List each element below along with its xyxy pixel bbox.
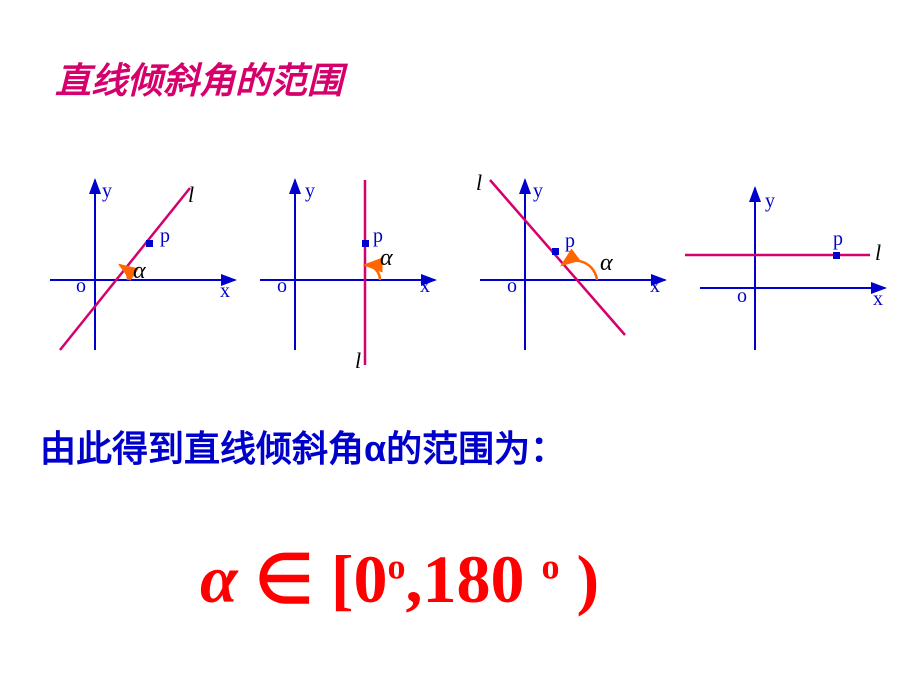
page-title: 直线倾斜角的范围 bbox=[55, 52, 343, 104]
formula-alpha: α bbox=[200, 541, 238, 617]
formula-in: ∈ bbox=[255, 541, 314, 617]
formula-deg1: o bbox=[388, 546, 406, 586]
p-label: p bbox=[833, 228, 843, 251]
formula-close: ) bbox=[577, 541, 600, 617]
y-label: y bbox=[765, 190, 775, 213]
y-label: y bbox=[102, 180, 112, 203]
origin-label: o bbox=[737, 285, 747, 308]
graph-obtuse: y x o l p α bbox=[470, 170, 680, 370]
x-label: x bbox=[650, 275, 660, 298]
subtitle-suffix: 的范围为： bbox=[386, 429, 566, 469]
l-label: l bbox=[875, 240, 881, 266]
x-label: x bbox=[873, 288, 883, 311]
x-label: x bbox=[220, 280, 230, 303]
graph-zero: y x o l p bbox=[685, 170, 895, 370]
x-label: x bbox=[420, 275, 430, 298]
l-label: l bbox=[188, 182, 194, 208]
graphs-row: y x o l p α y x o l bbox=[40, 170, 890, 380]
formula-open: [0 bbox=[331, 541, 388, 617]
graph-acute: y x o l p α bbox=[40, 170, 250, 370]
subtitle-alpha: α bbox=[364, 428, 386, 469]
alpha-label: α bbox=[133, 258, 146, 285]
graph-obtuse-svg bbox=[470, 170, 680, 370]
y-label: y bbox=[533, 180, 543, 203]
p-label: p bbox=[565, 230, 575, 253]
graph-right-svg bbox=[255, 170, 465, 370]
formula-comma: ,180 bbox=[406, 541, 525, 617]
p-label: p bbox=[160, 225, 170, 248]
alpha-label: α bbox=[380, 245, 393, 272]
origin-label: o bbox=[277, 275, 287, 298]
formula: α ∈ [0o,180 o ) bbox=[200, 540, 599, 619]
l-label: l bbox=[355, 348, 361, 374]
graph-right: y x o l p α bbox=[255, 170, 465, 370]
formula-deg2: o bbox=[542, 546, 560, 586]
y-label: y bbox=[305, 180, 315, 203]
l-label: l bbox=[476, 170, 482, 196]
subtitle-prefix: 由此得到直线倾斜角 bbox=[40, 429, 364, 469]
graph-zero-svg bbox=[685, 170, 895, 370]
subtitle: 由此得到直线倾斜角α的范围为： bbox=[40, 420, 566, 472]
origin-label: o bbox=[507, 275, 517, 298]
origin-label: o bbox=[76, 275, 86, 298]
alpha-label: α bbox=[600, 250, 613, 277]
